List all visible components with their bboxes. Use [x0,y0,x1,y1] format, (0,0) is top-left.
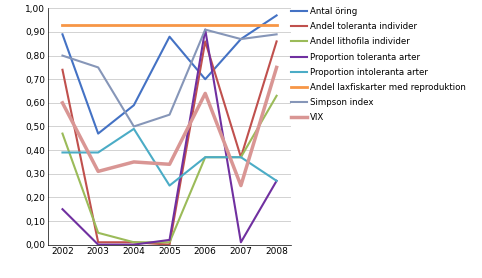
Proportion toleranta arter [202,28,208,31]
Proportion toleranta arter [274,179,280,182]
Andel toleranta individer [95,240,101,244]
Andel laxfiskarter med reproduktion [60,23,66,27]
Proportion intoleranta arter [274,179,280,182]
Andel lithofila individer [131,240,137,244]
Simpson index [131,125,137,128]
Andel toleranta individer [167,243,173,246]
Simpson index [202,28,208,31]
Andel lithofila individer [274,94,280,98]
Line: Proportion intoleranta arter: Proportion intoleranta arter [63,129,277,186]
Line: Andel toleranta individer: Andel toleranta individer [63,41,277,245]
Andel toleranta individer [60,68,66,71]
Simpson index [274,33,280,36]
Proportion intoleranta arter [95,151,101,154]
Andel lithofila individer [167,240,173,244]
VIX [95,170,101,173]
Line: Andel lithofila individer: Andel lithofila individer [63,96,277,242]
Antal öring [238,38,244,41]
VIX [202,92,208,95]
Andel lithofila individer [238,156,244,159]
Proportion intoleranta arter [60,151,66,154]
Simpson index [60,54,66,57]
Proportion toleranta arter [131,243,137,246]
VIX [167,163,173,166]
Proportion toleranta arter [60,207,66,211]
Andel laxfiskarter med reproduktion [202,23,208,27]
Line: Proportion toleranta arter: Proportion toleranta arter [63,30,277,245]
Antal öring [131,104,137,107]
Andel lithofila individer [60,132,66,135]
Proportion intoleranta arter [167,184,173,187]
Andel laxfiskarter med reproduktion [167,23,173,27]
Line: Simpson index: Simpson index [63,30,277,126]
Andel toleranta individer [202,40,208,43]
Antal öring [274,14,280,17]
Andel laxfiskarter med reproduktion [131,23,137,27]
Andel toleranta individer [274,40,280,43]
Andel laxfiskarter med reproduktion [95,23,101,27]
Andel toleranta individer [238,156,244,159]
Simpson index [95,66,101,69]
Proportion intoleranta arter [238,156,244,159]
Simpson index [167,113,173,116]
VIX [60,101,66,105]
Simpson index [238,38,244,41]
Antal öring [95,132,101,135]
Proportion toleranta arter [167,238,173,242]
VIX [238,184,244,187]
Andel lithofila individer [202,156,208,159]
Antal öring [167,35,173,38]
Antal öring [60,33,66,36]
Andel laxfiskarter med reproduktion [238,23,244,27]
Andel lithofila individer [95,231,101,235]
Andel laxfiskarter med reproduktion [274,23,280,27]
Line: Antal öring: Antal öring [63,16,277,134]
Andel toleranta individer [131,240,137,244]
Proportion toleranta arter [95,243,101,246]
Antal öring [202,78,208,81]
Line: VIX: VIX [63,68,277,186]
Proportion intoleranta arter [131,127,137,131]
Proportion toleranta arter [238,240,244,244]
Legend: Antal öring, Andel toleranta individer, Andel lithofila individer, Proportion to: Antal öring, Andel toleranta individer, … [291,7,466,123]
Proportion intoleranta arter [202,156,208,159]
VIX [274,66,280,69]
VIX [131,160,137,163]
